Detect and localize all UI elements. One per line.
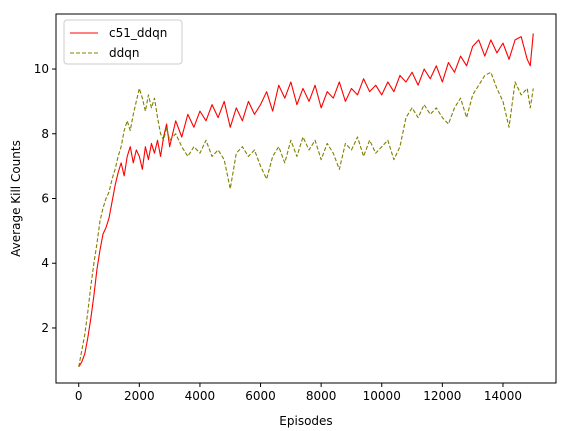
y-axis: 2 4 6 8 10 [34, 62, 56, 335]
y-tick-label: 8 [41, 127, 49, 141]
x-tick-label: 4000 [185, 389, 216, 403]
legend: c51_ddqn ddqn [63, 19, 183, 65]
x-axis-label: Episodes [279, 414, 332, 428]
x-tick-label: 10000 [363, 389, 401, 403]
series-line-ddqn [78, 71, 534, 367]
series-line-c51-ddqn [78, 33, 534, 368]
x-tick-label: 2000 [124, 389, 155, 403]
y-tick-label: 2 [41, 321, 49, 335]
x-tick-label: 6000 [245, 389, 276, 403]
x-axis: 0 2000 4000 6000 8000 10000 12000 14000 [75, 383, 522, 403]
series-layer [78, 33, 534, 368]
x-tick-label: 12000 [423, 389, 461, 403]
y-axis-label: Average Kill Counts [9, 140, 23, 257]
y-tick-label: 4 [41, 256, 49, 270]
legend-label-ddqn: ddqn [109, 46, 139, 60]
x-tick-label: 14000 [484, 389, 522, 403]
legend-box [63, 19, 183, 65]
y-tick-label: 6 [41, 192, 49, 206]
x-tick-label: 8000 [306, 389, 337, 403]
y-tick-label: 10 [34, 62, 49, 76]
legend-label-c51-ddqn: c51_ddqn [109, 26, 167, 40]
x-tick-label: 0 [75, 389, 83, 403]
